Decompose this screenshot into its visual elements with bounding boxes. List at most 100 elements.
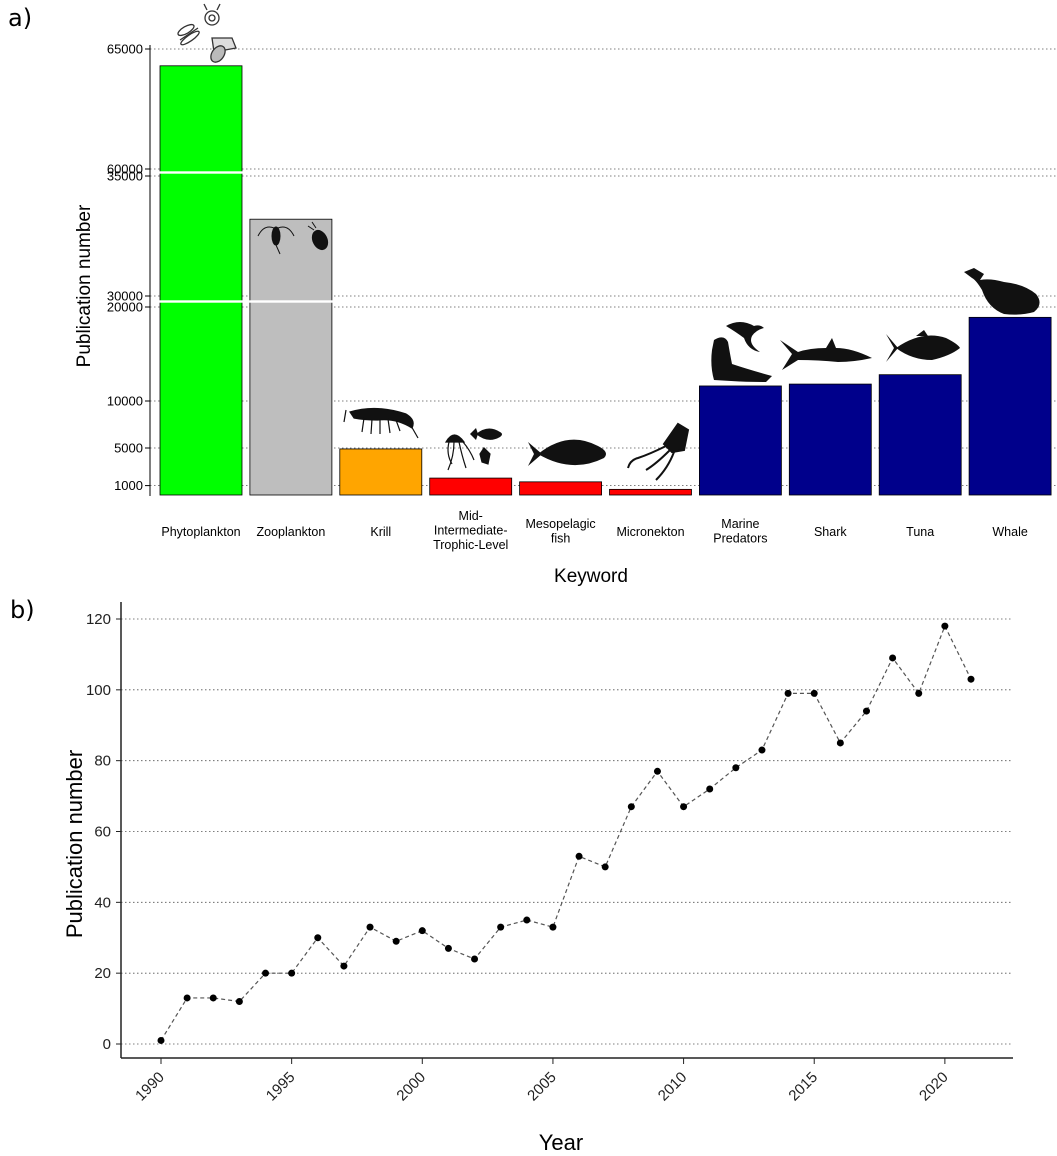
- chart-b-data-point: [889, 654, 897, 662]
- krill-icon: [343, 407, 419, 439]
- chart-b-x-tick-label: 2010: [655, 1069, 691, 1105]
- chart-b-y-tick-label: 80: [94, 753, 111, 770]
- chart-b-y-tick-label: 0: [103, 1036, 111, 1053]
- bar-phytoplankton: [159, 65, 243, 496]
- chart-b-data-point: [732, 764, 740, 772]
- chart-b-data-point: [706, 785, 714, 793]
- chart-b-data-point: [497, 923, 505, 931]
- chart-a-y-tick-label: 5000: [114, 441, 143, 456]
- phytoplankton-icon: [177, 3, 237, 63]
- chart-b-series-line: [160, 624, 972, 1041]
- chart-b-x-ticks: 1990 1995 2000 2005 2010 2015 2020: [132, 1058, 952, 1105]
- chart-a-y-tick-label: 65000: [107, 42, 143, 57]
- chart-a-y-tick-label: 60000: [107, 162, 143, 177]
- panel-b-label: b): [10, 596, 35, 624]
- chart-b-y-tick-label: 40: [94, 894, 111, 911]
- chart-b-y-tick-label: 60: [94, 824, 111, 841]
- chart-b-data-point: [575, 852, 583, 860]
- chart-b-x-tick-label: 2000: [393, 1069, 429, 1105]
- chart-b-data-point: [340, 962, 348, 970]
- chart-a-category-label: Phytoplankton: [161, 525, 240, 539]
- squid-icon: [627, 422, 690, 481]
- bar-krill: [339, 448, 423, 496]
- bar-marine-predators: [699, 385, 782, 496]
- chart-a-axis-breaks: [150, 171, 351, 303]
- chart-a-category-label: Mesopelagic: [526, 517, 596, 531]
- shark-icon: [780, 338, 872, 370]
- lanternfish-icon: [470, 428, 502, 440]
- chart-a-y-tick-label: 30000: [107, 289, 143, 304]
- whale-icon: [964, 268, 1040, 315]
- chart-b-data-point: [915, 689, 923, 697]
- jellyfish-icon: [444, 434, 491, 471]
- line-chart-publications-by-year: 0 20 40 60 80 100 120 1990 1995 2000 2005 2010 2015…: [62, 602, 1013, 1155]
- chart-b-data-point: [235, 998, 243, 1005]
- chart-b-data-point: [392, 937, 400, 945]
- mesopelagic-fish-icon: [528, 439, 606, 466]
- chart-a-category-label: Krill: [370, 525, 391, 539]
- chart-a-category-label: Marine: [721, 517, 759, 531]
- chart-b-data-point: [157, 1036, 165, 1044]
- bar-mesopelagic-fish: [519, 481, 602, 496]
- chart-a-y-tick-label: 1000: [114, 478, 143, 493]
- tuna-icon: [886, 330, 960, 362]
- chart-b-data-point: [288, 969, 296, 977]
- chart-b-data-point: [941, 622, 949, 630]
- chart-b-data-point: [471, 955, 479, 963]
- chart-b-data-point: [784, 689, 792, 697]
- chart-a-category-label: Predators: [713, 532, 767, 546]
- chart-b-x-tick-label: 2005: [524, 1069, 560, 1105]
- chart-b-y-tick-label: 100: [86, 682, 111, 699]
- chart-b-x-tick-label: 1990: [132, 1069, 168, 1105]
- chart-a-y-axis-title: Publication number: [74, 204, 95, 367]
- bar-micronekton: [609, 488, 692, 496]
- chart-b-data-point: [209, 994, 217, 1002]
- chart-b-data-point: [523, 916, 531, 924]
- chart-b-data-point: [653, 767, 661, 775]
- chart-a-y-tick-label: 10000: [107, 394, 143, 409]
- chart-b-series: [157, 622, 975, 1044]
- chart-b-data-point: [967, 675, 975, 683]
- chart-a-axis-break: [150, 300, 351, 303]
- chart-a-bars: [159, 65, 1052, 496]
- zooplankton-icon: [257, 221, 329, 255]
- chart-a-category-label: Whale: [992, 525, 1027, 539]
- chart-a-category-label: Trophic-Level: [433, 538, 508, 552]
- chart-b-data-point: [810, 689, 818, 697]
- bar-whale: [968, 316, 1052, 496]
- chart-b-y-tick-label: 20: [94, 965, 111, 982]
- chart-b-data-point: [601, 863, 609, 871]
- chart-b-x-tick-label: 1995: [263, 1069, 299, 1105]
- chart-a-y-tick-label: 20000: [107, 300, 143, 315]
- chart-a-category-label: Intermediate-: [434, 524, 508, 538]
- chart-b-x-tick-label: 2020: [916, 1069, 952, 1105]
- chart-b-x-axis-title: Year: [539, 1130, 583, 1155]
- bar-shark: [788, 383, 872, 496]
- chart-b-data-point: [680, 803, 688, 811]
- seal-icon: [711, 337, 772, 382]
- chart-a-category-label: Zooplankton: [256, 525, 325, 539]
- panel-a-label: a): [8, 4, 33, 32]
- chart-b-data-point: [627, 803, 635, 811]
- chart-b-data-point: [758, 746, 766, 754]
- chart-b-data-point: [314, 934, 322, 942]
- chart-a-category-label: Micronekton: [616, 525, 684, 539]
- chart-a-y-tick-label: 35000: [107, 169, 143, 184]
- chart-b-data-point: [549, 923, 557, 931]
- chart-b-x-tick-label: 2015: [785, 1069, 821, 1105]
- chart-b-y-ticks: 0 20 40 60 80 100 120: [86, 611, 121, 1053]
- chart-b-data-point: [836, 739, 844, 747]
- chart-b-data-point: [183, 994, 191, 1002]
- bar-zooplankton: [249, 218, 333, 496]
- chart-b-data-point: [262, 969, 270, 977]
- chart-a-gridlines: [150, 48, 1057, 487]
- chart-b-y-tick-label: 120: [86, 611, 111, 628]
- chart-a-category-labels: Phytoplankton Zooplankton Krill Mid-Interme…: [161, 509, 1027, 552]
- seabird-icon: [726, 322, 764, 352]
- chart-b-y-axis-title: Publication number: [62, 750, 87, 938]
- chart-a-category-label: Shark: [814, 525, 847, 539]
- chart-a-category-label: fish: [551, 532, 571, 546]
- bar-mid-intermediate-trophic-level: [429, 477, 513, 496]
- chart-b-data-point: [444, 944, 452, 952]
